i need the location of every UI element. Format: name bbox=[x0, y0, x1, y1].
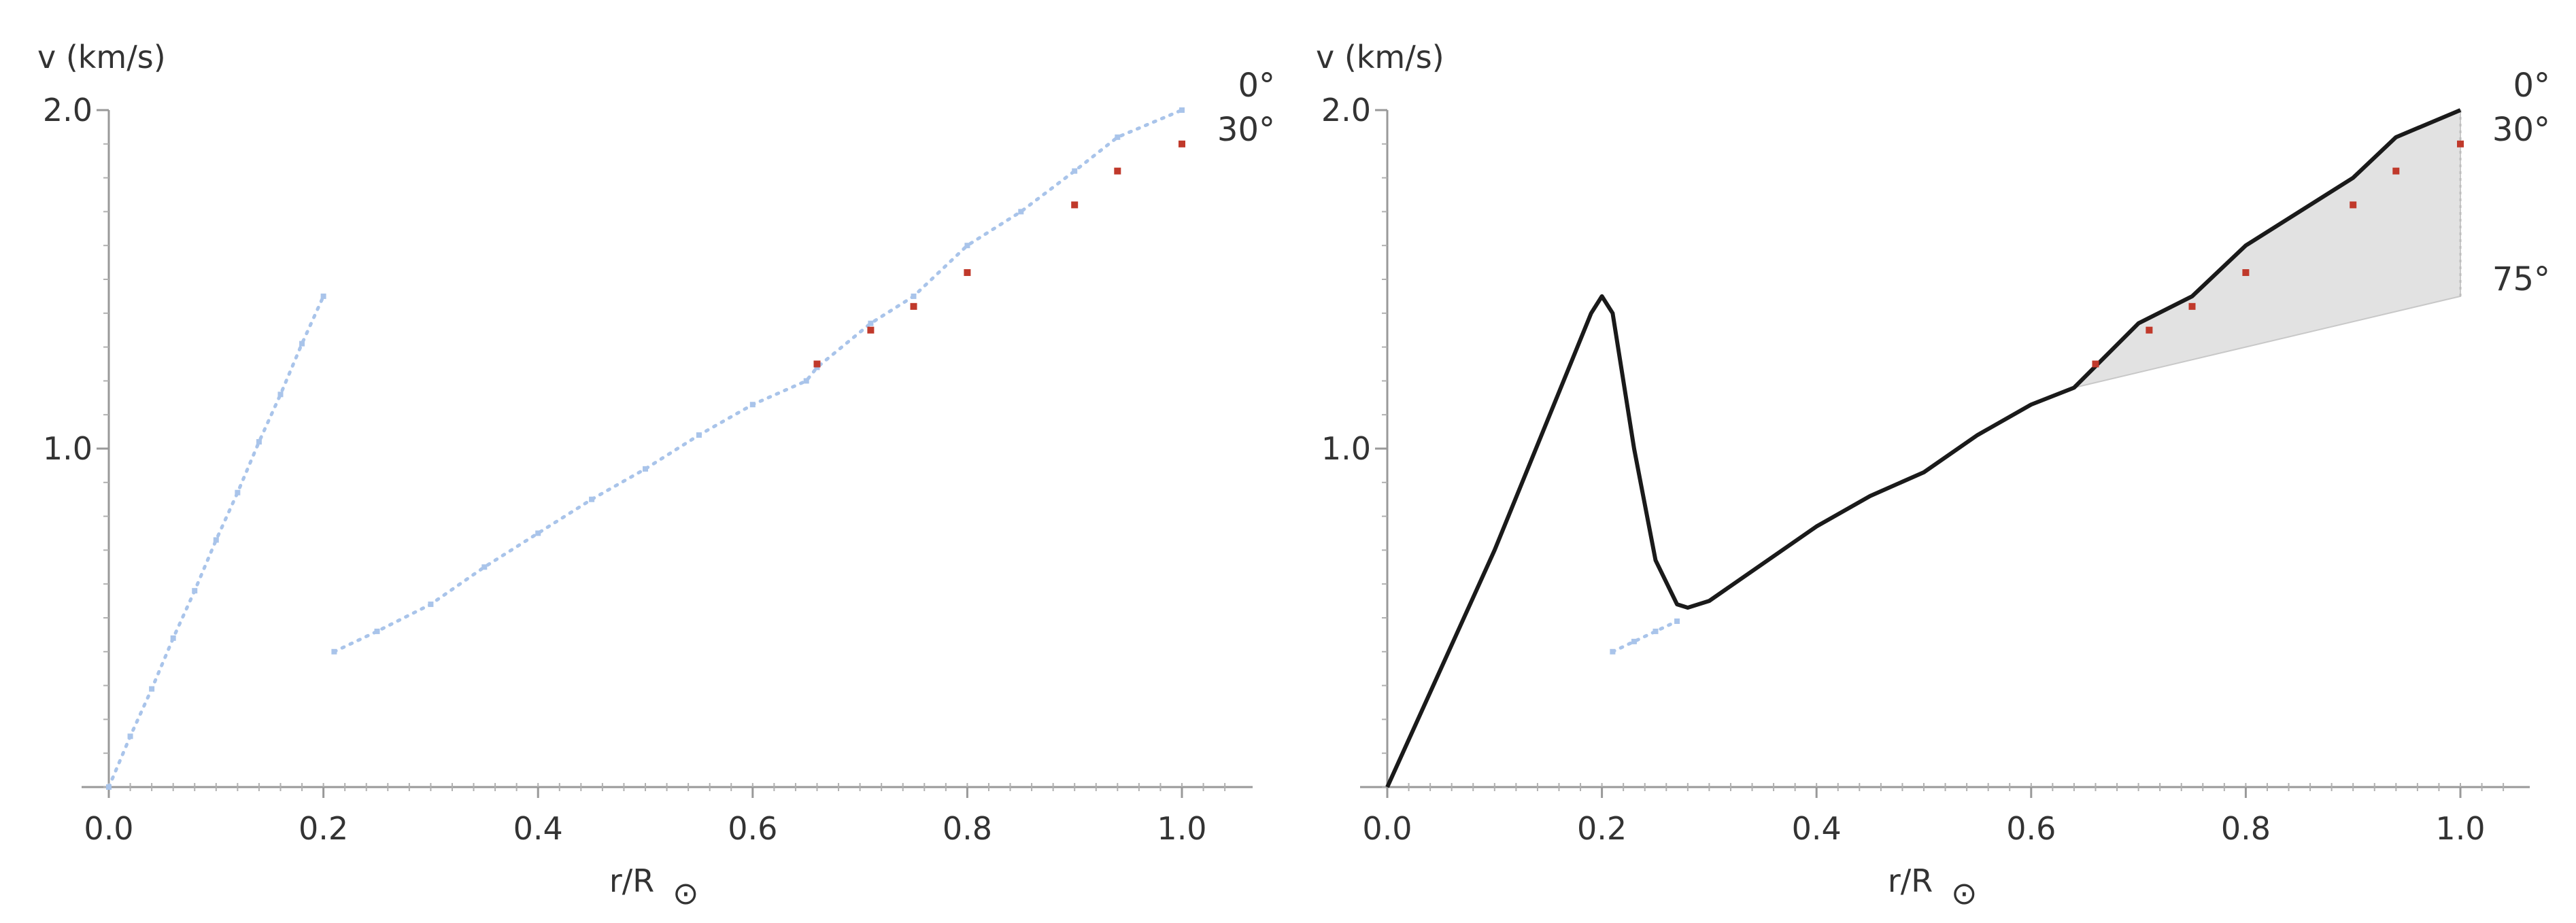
x-tick-label: 0.4 bbox=[1792, 810, 1842, 847]
y-tick-label: 2.0 bbox=[1321, 92, 1371, 128]
data-point bbox=[1179, 140, 1185, 147]
data-point bbox=[867, 326, 875, 334]
series-point bbox=[535, 530, 541, 536]
series-point bbox=[428, 602, 434, 608]
series-dotted-line bbox=[1610, 619, 1679, 654]
y-tick-label: 1.0 bbox=[1321, 430, 1371, 467]
x-axis-label: r/R bbox=[609, 863, 654, 899]
series-point bbox=[256, 439, 262, 445]
x-axis-label-subscript: ⊙ bbox=[1951, 875, 1978, 911]
x-tick-label: 1.0 bbox=[1157, 810, 1206, 847]
series-label: 30° bbox=[1217, 111, 1275, 149]
data-point bbox=[910, 302, 917, 310]
series-point bbox=[106, 784, 112, 790]
y-axis-label: v (km/s) bbox=[1316, 39, 1444, 75]
left-chart-panel: 0.0 0.2 0.4 0.6 0.8 1.0 1.0 2.0 v (km/s) r/R ⊙ 0° 30… bbox=[37, 39, 1275, 911]
data-point bbox=[2092, 360, 2099, 368]
series-point bbox=[803, 378, 809, 384]
data-point bbox=[2350, 201, 2357, 209]
series-label: 30° bbox=[2492, 111, 2550, 149]
series-point bbox=[192, 588, 198, 594]
x-tick-label: 0.0 bbox=[84, 810, 133, 847]
x-tick-label: 0.8 bbox=[2221, 810, 2271, 847]
series-point bbox=[911, 293, 917, 299]
x-axis-label-subscript: ⊙ bbox=[673, 875, 699, 911]
series-point bbox=[1610, 648, 1616, 655]
series-point bbox=[1674, 618, 1680, 624]
series-point bbox=[589, 496, 595, 502]
series-point bbox=[277, 391, 284, 398]
series-dotted-line bbox=[332, 108, 1184, 654]
uncertainty-band bbox=[2071, 109, 2461, 389]
data-point bbox=[2242, 269, 2250, 277]
right-chart-panel: 0.0 0.2 0.4 0.6 0.8 1.0 1.0 2.0 v (km/s) r/R ⊙ 0° 30… bbox=[1316, 39, 2550, 911]
series-point bbox=[374, 628, 380, 634]
series-label: 75° bbox=[2492, 260, 2550, 298]
series-point bbox=[235, 489, 241, 495]
series-point bbox=[1018, 209, 1024, 215]
data-point bbox=[2457, 140, 2464, 147]
series-dotted-line bbox=[107, 294, 326, 789]
series-point bbox=[868, 320, 874, 326]
series-point bbox=[149, 686, 155, 692]
data-point bbox=[813, 360, 821, 368]
x-tick-label: 0.8 bbox=[943, 810, 992, 847]
y-axis-label: v (km/s) bbox=[37, 39, 166, 75]
series-point bbox=[1179, 107, 1185, 113]
series-point bbox=[964, 243, 970, 249]
series-point bbox=[481, 564, 488, 570]
x-axis-label: r/R bbox=[1888, 863, 1933, 899]
x-tick-label: 0.0 bbox=[1362, 810, 1412, 847]
series-point bbox=[696, 432, 702, 438]
x-tick-label: 1.0 bbox=[2435, 810, 2485, 847]
y-tick-label: 1.0 bbox=[43, 430, 92, 467]
data-point bbox=[2146, 326, 2153, 334]
series-point bbox=[320, 293, 326, 299]
data-point bbox=[964, 269, 971, 277]
data-point bbox=[2392, 167, 2400, 175]
series-point bbox=[1631, 638, 1637, 644]
data-point bbox=[2188, 302, 2196, 310]
series-point bbox=[749, 402, 756, 408]
series-point bbox=[170, 635, 176, 641]
x-tick-label: 0.2 bbox=[299, 810, 348, 847]
series-point bbox=[1072, 168, 1078, 174]
data-point bbox=[1114, 167, 1121, 175]
data-point bbox=[1071, 201, 1079, 209]
x-tick-label: 0.4 bbox=[513, 810, 563, 847]
series-point bbox=[331, 648, 337, 655]
series-point bbox=[213, 537, 219, 543]
series-point bbox=[1115, 134, 1121, 140]
series-label: 0° bbox=[1238, 67, 1275, 105]
series-line bbox=[1385, 108, 2462, 788]
x-tick-label: 0.2 bbox=[1577, 810, 1627, 847]
y-tick-label: 2.0 bbox=[43, 92, 92, 128]
x-tick-label: 0.6 bbox=[728, 810, 777, 847]
series-point bbox=[643, 466, 648, 472]
series-label: 0° bbox=[2513, 67, 2550, 105]
series-point bbox=[1653, 628, 1659, 634]
series-point bbox=[299, 341, 305, 347]
series-point bbox=[127, 733, 133, 739]
x-tick-label: 0.6 bbox=[2006, 810, 2056, 847]
